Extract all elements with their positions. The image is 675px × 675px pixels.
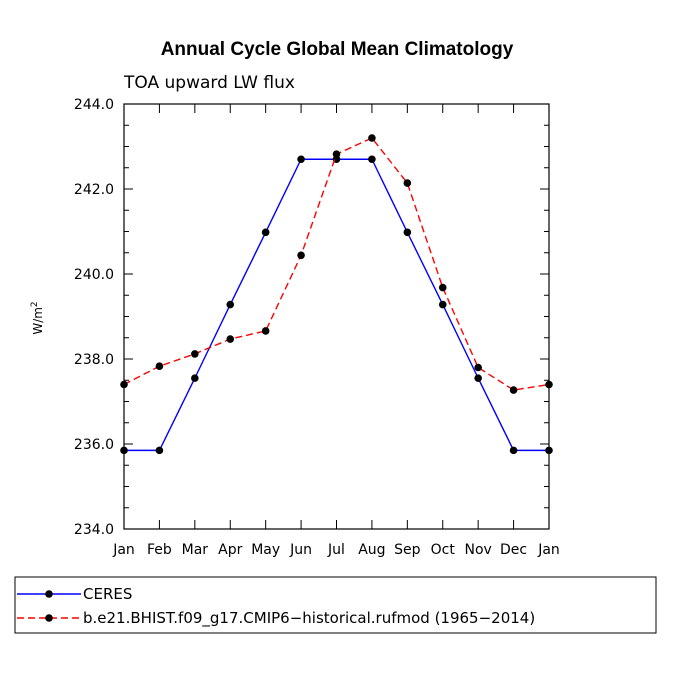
x-tick-label: Feb xyxy=(147,542,172,558)
series-1-point xyxy=(509,446,518,455)
series-2-point xyxy=(191,350,199,358)
series-2-point xyxy=(332,150,341,158)
legend-marker-2 xyxy=(45,614,53,622)
x-tick-label: Sep xyxy=(394,542,421,558)
series-1-point xyxy=(474,374,482,382)
series-2-point xyxy=(545,380,553,389)
x-tick-label: Jul xyxy=(327,542,345,558)
y-tick-label: 242.0 xyxy=(74,182,114,198)
series-1-point xyxy=(403,228,412,237)
x-tick-label: May xyxy=(251,542,280,558)
x-tick-label: Jan xyxy=(537,542,560,558)
series-2-point xyxy=(297,251,305,260)
series-1-point xyxy=(297,155,305,164)
y-axis-label: W/m2 xyxy=(30,301,45,334)
series-line-1 xyxy=(124,158,549,452)
plot-frame xyxy=(123,103,550,530)
chart-subtitle: TOA upward LW flux xyxy=(123,73,295,93)
chart-title: Annual Cycle Global Mean Climatology xyxy=(161,39,514,60)
series-2-point xyxy=(509,386,518,394)
x-tick-label: Apr xyxy=(218,542,242,558)
series-1-point xyxy=(155,446,164,455)
y-tick-label: 234.0 xyxy=(74,522,114,538)
x-tick-label: Oct xyxy=(431,542,456,558)
legend-box xyxy=(14,576,657,634)
series-1-point xyxy=(261,228,270,237)
y-tick-label: 236.0 xyxy=(74,437,114,453)
x-tick-label: Nov xyxy=(465,542,492,558)
legend-marker-1 xyxy=(45,590,53,598)
x-tick-label: Mar xyxy=(182,542,209,558)
series-2-point xyxy=(226,335,235,343)
series-2-point xyxy=(403,179,412,187)
series-2-point xyxy=(474,363,482,372)
x-tick-label: Aug xyxy=(358,542,385,558)
y-tick-label: 244.0 xyxy=(74,97,114,113)
series-2-point xyxy=(438,283,447,292)
series-2-point xyxy=(261,327,270,335)
series-line-2 xyxy=(123,137,550,391)
legend-label-2: b.e21.BHIST.f09_g17.CMIP6−historical.ruf… xyxy=(83,609,535,628)
series-1-point xyxy=(368,155,376,164)
legend: CERES b.e21.BHIST.f09_g17.CMIP6−historica… xyxy=(14,576,657,634)
series-1-point xyxy=(191,374,199,382)
plot-area: 234.0 236.0 238.0 240.0 242.0 244.0 Jan Feb Mar A… xyxy=(74,97,560,558)
series-1-point xyxy=(226,300,235,309)
legend-label-1: CERES xyxy=(83,585,132,603)
series-1-point xyxy=(545,446,553,455)
series-1-point xyxy=(120,446,128,455)
series-2-point xyxy=(368,134,376,142)
y-tick-label: 240.0 xyxy=(74,267,114,283)
x-tick-label: Jan xyxy=(112,542,135,558)
x-tick-label: Jun xyxy=(289,542,312,558)
y-tick-label: 238.0 xyxy=(74,352,114,368)
series-2-point xyxy=(120,380,128,389)
x-tick-label: Dec xyxy=(500,542,527,558)
series-2-point xyxy=(155,362,164,371)
series-1-point xyxy=(438,300,447,309)
